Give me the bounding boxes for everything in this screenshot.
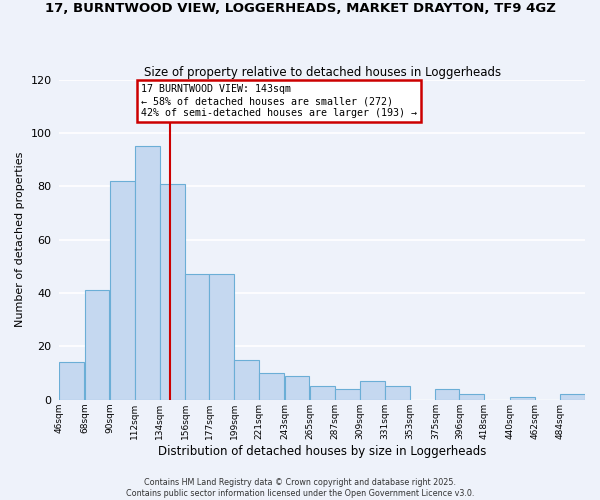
Bar [436, 389, 459, 400]
Bar [135, 146, 160, 400]
Bar [460, 394, 484, 400]
Y-axis label: Number of detached properties: Number of detached properties [15, 152, 25, 328]
Bar [110, 181, 134, 400]
Text: Contains HM Land Registry data © Crown copyright and database right 2025.
Contai: Contains HM Land Registry data © Crown c… [126, 478, 474, 498]
Bar [234, 360, 259, 400]
Bar [360, 381, 385, 400]
Bar [385, 386, 410, 400]
Bar [510, 397, 535, 400]
Bar [209, 274, 234, 400]
Bar [160, 184, 185, 400]
Bar [259, 373, 284, 400]
Bar [335, 389, 360, 400]
Text: 17, BURNTWOOD VIEW, LOGGERHEADS, MARKET DRAYTON, TF9 4GZ: 17, BURNTWOOD VIEW, LOGGERHEADS, MARKET … [44, 2, 556, 16]
Bar [59, 362, 85, 400]
Title: Size of property relative to detached houses in Loggerheads: Size of property relative to detached ho… [143, 66, 501, 78]
X-axis label: Distribution of detached houses by size in Loggerheads: Distribution of detached houses by size … [158, 444, 487, 458]
Text: 17 BURNTWOOD VIEW: 143sqm
← 58% of detached houses are smaller (272)
42% of semi: 17 BURNTWOOD VIEW: 143sqm ← 58% of detac… [141, 84, 417, 117]
Bar [85, 290, 109, 400]
Bar [310, 386, 335, 400]
Bar [185, 274, 209, 400]
Bar [284, 376, 310, 400]
Bar [560, 394, 585, 400]
